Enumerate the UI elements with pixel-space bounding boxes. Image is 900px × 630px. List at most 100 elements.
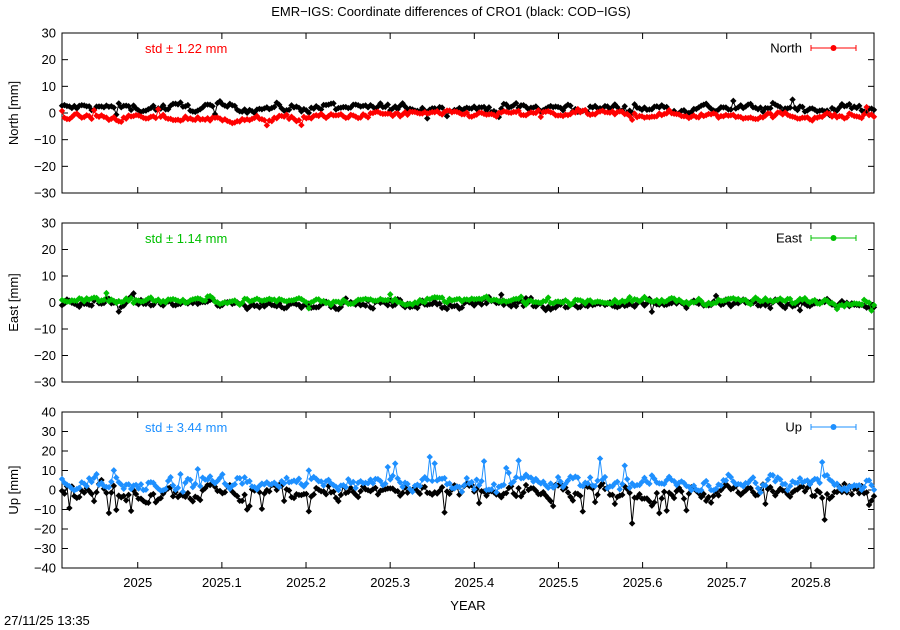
- data-point: [730, 97, 737, 105]
- data-point: [623, 475, 631, 483]
- data-point: [616, 486, 623, 493]
- data-point: [739, 115, 747, 122]
- data-point: [103, 289, 110, 297]
- data-point: [683, 507, 690, 514]
- data-point: [707, 105, 715, 113]
- data-point: [162, 485, 169, 493]
- data-point: [399, 111, 406, 118]
- data-point: [317, 478, 325, 485]
- data-point: [174, 493, 182, 501]
- data-point: [818, 107, 826, 114]
- data-point: [557, 111, 564, 119]
- data-point: [152, 114, 159, 122]
- data-point: [846, 100, 853, 108]
- data-point: [243, 116, 251, 123]
- data-point: [804, 477, 811, 484]
- data-point: [313, 111, 320, 119]
- data-point: [473, 476, 480, 483]
- data-point: [628, 520, 636, 527]
- data-point: [399, 483, 406, 491]
- data-point: [552, 482, 559, 489]
- data-point: [769, 472, 777, 479]
- y-axis-label: Up [mm]: [6, 465, 21, 514]
- data-point: [742, 487, 749, 494]
- legend-marker: [830, 235, 837, 241]
- data-point: [478, 301, 485, 308]
- data-point: [855, 300, 863, 307]
- data-point: [285, 487, 293, 494]
- data-point: [722, 477, 730, 484]
- data-point: [668, 491, 675, 498]
- data-point: [693, 105, 700, 113]
- data-point: [784, 491, 791, 498]
- data-point: [693, 298, 700, 305]
- data-point: [557, 104, 564, 112]
- data-point: [675, 111, 683, 118]
- data-point: [113, 474, 120, 481]
- data-point: [515, 107, 522, 115]
- data-point: [757, 489, 764, 496]
- data-point: [105, 484, 113, 491]
- data-point: [626, 112, 633, 120]
- data-point: [441, 509, 448, 516]
- data-point: [503, 464, 510, 472]
- data-point: [303, 299, 310, 306]
- data-point: [757, 302, 764, 309]
- data-point: [93, 470, 100, 478]
- data-point: [441, 474, 448, 482]
- data-point: [145, 499, 152, 507]
- data-point: [177, 99, 184, 106]
- data-point: [507, 480, 515, 487]
- data-point: [574, 105, 582, 113]
- x-tick-label: 2025.7: [707, 575, 747, 590]
- data-point: [103, 489, 110, 497]
- data-point: [591, 111, 599, 118]
- data-point: [621, 103, 628, 110]
- data-point: [512, 474, 520, 481]
- data-point: [735, 300, 742, 307]
- data-point: [399, 489, 406, 497]
- data-point: [865, 501, 873, 509]
- x-tick-label: 2025.2: [286, 575, 326, 590]
- data-point: [83, 482, 90, 490]
- data-point: [118, 299, 125, 306]
- data-point: [68, 104, 76, 112]
- data-point: [680, 107, 688, 114]
- data-point: [564, 298, 572, 306]
- data-point: [73, 297, 81, 305]
- data-point: [658, 102, 665, 109]
- data-point: [619, 491, 626, 499]
- data-point: [801, 478, 809, 485]
- data-point: [122, 115, 130, 122]
- y-tick-label: 10: [42, 269, 56, 284]
- data-point: [263, 122, 271, 129]
- data-point: [199, 115, 206, 123]
- data-point: [796, 307, 804, 314]
- data-point: [520, 489, 527, 496]
- data-point: [680, 495, 688, 502]
- data-point: [461, 481, 468, 489]
- data-point: [337, 303, 345, 311]
- data-point: [85, 296, 93, 303]
- data-point: [764, 476, 772, 483]
- data-point: [658, 495, 665, 502]
- data-point: [705, 482, 712, 490]
- data-point: [609, 108, 616, 115]
- data-point: [350, 112, 357, 119]
- y-tick-label: 20: [42, 444, 56, 459]
- data-point: [865, 299, 873, 306]
- data-point: [90, 497, 98, 505]
- data-point: [574, 490, 582, 498]
- data-point: [458, 488, 466, 495]
- chart-title: EMR−IGS: Coordinate differences of CRO1 …: [271, 4, 631, 19]
- data-point: [421, 108, 429, 116]
- data-point: [717, 301, 725, 309]
- data-point: [596, 108, 604, 115]
- data-point: [801, 300, 809, 308]
- y-tick-label: 40: [42, 405, 56, 420]
- data-point: [769, 488, 777, 495]
- data-point: [609, 483, 616, 490]
- data-point: [382, 480, 389, 487]
- y-tick-label: 10: [42, 79, 56, 94]
- legend-label: East: [776, 231, 802, 246]
